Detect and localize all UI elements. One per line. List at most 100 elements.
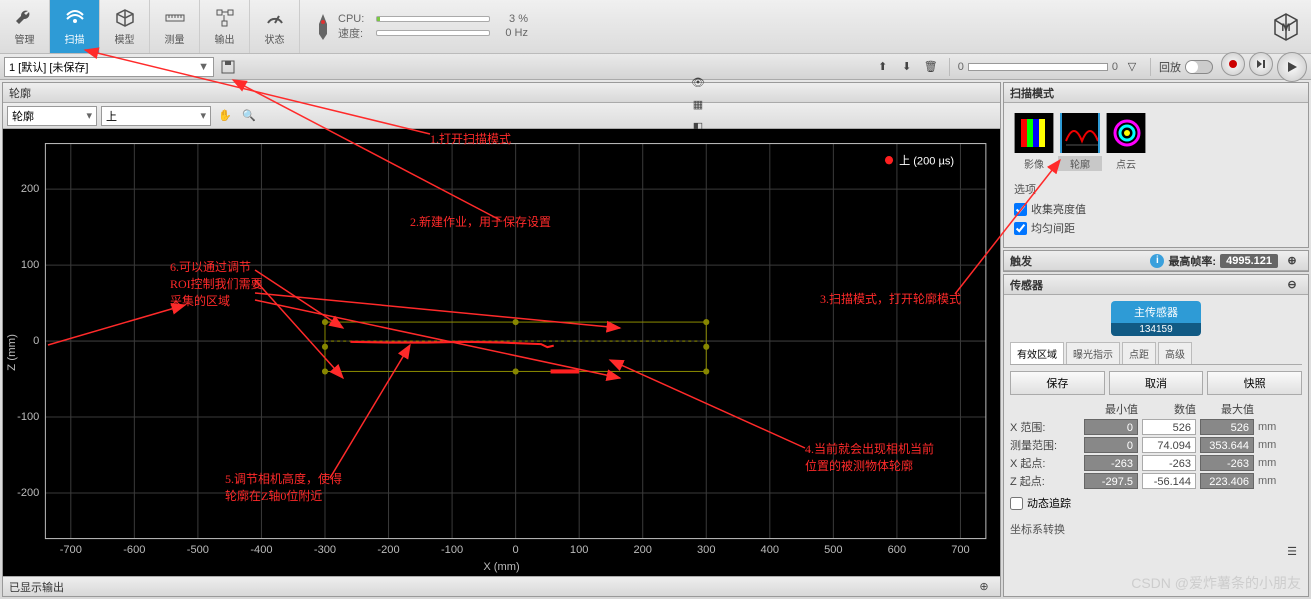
rings-thumb [1106, 113, 1146, 153]
speed-bar [376, 30, 490, 36]
speed-label: 速度: [338, 25, 372, 41]
scan-mode-rings[interactable]: 点云 [1104, 113, 1148, 171]
options-title: 选项 [1014, 181, 1298, 197]
wrench-icon [14, 7, 36, 29]
row-val[interactable]: -56.144 [1142, 473, 1196, 489]
cancel-button[interactable]: 取消 [1109, 371, 1204, 395]
row-max: 526 [1200, 419, 1254, 435]
col-val: 数值 [1142, 401, 1196, 417]
range-row-2: X 起点:-263-263-263mm [1010, 455, 1302, 471]
svg-text:100: 100 [21, 259, 40, 271]
col-min: 最小值 [1084, 401, 1138, 417]
row-val[interactable]: 526 [1142, 419, 1196, 435]
row-min: 0 [1084, 419, 1138, 435]
row-unit: mm [1258, 457, 1284, 469]
save-icon[interactable] [218, 57, 238, 77]
toolbar-tab-scan[interactable]: 扫描 [50, 0, 100, 53]
coord-transform-label: 坐标系转换 [1010, 521, 1302, 537]
svg-text:-300: -300 [314, 544, 336, 556]
cpu-label: CPU: [338, 13, 372, 25]
trigger-panel: 触发 i 最高帧率: 4995.121 ⊕ [1003, 250, 1309, 272]
row-unit: mm [1258, 439, 1284, 451]
opt-uniform-label: 均匀间距 [1031, 220, 1075, 236]
sensor-tab-0[interactable]: 有效区域 [1010, 342, 1064, 364]
view-type-combo[interactable]: 轮廓▾ [7, 106, 97, 126]
svg-text:500: 500 [824, 544, 843, 556]
status-expand-icon[interactable]: ⊕ [974, 577, 994, 597]
mode-label: 轮廓 [1058, 156, 1102, 171]
trigger-expand-icon[interactable]: ⊕ [1282, 251, 1302, 271]
speed-value: 0 Hz [494, 27, 528, 39]
record-button[interactable] [1221, 52, 1245, 76]
opt-uniform[interactable]: 均匀间距 [1014, 220, 1298, 236]
range-row-3: Z 起点:-297.5-56.144223.406mm [1010, 473, 1302, 489]
zoom-icon[interactable]: 🔍 [239, 106, 259, 126]
svg-text:-200: -200 [17, 487, 39, 499]
wave-thumb [1060, 113, 1100, 153]
job-combo[interactable]: 1 [默认] [未保存] ▼ [4, 57, 214, 77]
row-unit: mm [1258, 421, 1284, 433]
row-label: 测量范围: [1010, 437, 1080, 453]
svg-text:-100: -100 [17, 411, 39, 423]
cpu-value: 3 % [494, 13, 528, 25]
svg-text:200: 200 [21, 183, 40, 195]
sensor-id: 134159 [1111, 323, 1201, 336]
play-button[interactable] [1277, 52, 1307, 82]
svg-text:-100: -100 [441, 544, 463, 556]
scan-mode-wave[interactable]: 轮廓 [1058, 113, 1102, 171]
filter-icon[interactable]: ▽ [1122, 57, 1142, 77]
toolbar-tab-gauge[interactable]: 状态 [250, 0, 300, 53]
status-bar: 已显示输出 ⊕ [3, 576, 1000, 596]
range-row-0: X 范围:0526526mm [1010, 419, 1302, 435]
svg-text:700: 700 [951, 544, 970, 556]
opt-intensity-check[interactable] [1014, 203, 1027, 216]
sensor-collapse-icon[interactable]: ⊖ [1282, 275, 1302, 295]
row-min: 0 [1084, 437, 1138, 453]
row-max: -263 [1200, 455, 1254, 471]
scan-mode-title: 扫描模式 [1010, 85, 1054, 101]
dynamic-track-label: 动态追踪 [1027, 495, 1071, 511]
svg-text:-200: -200 [377, 544, 399, 556]
scan-mode-color[interactable]: 影像 [1012, 113, 1056, 171]
sensor-tab-3[interactable]: 高级 [1158, 342, 1192, 364]
toolbar-tab-flow[interactable]: 输出 [200, 0, 250, 53]
dynamic-track[interactable]: 动态追踪 [1010, 495, 1302, 511]
profile-title: 轮廓 [9, 85, 31, 101]
toolbar-tab-ruler[interactable]: 测量 [150, 0, 200, 53]
tab-label: 扫描 [65, 31, 85, 46]
svg-text:-500: -500 [187, 544, 209, 556]
ruler-icon [164, 7, 186, 29]
flow-icon [214, 7, 236, 29]
next-button[interactable] [1249, 52, 1273, 76]
playback-toggle[interactable] [1185, 60, 1213, 74]
hand-icon[interactable]: ✋ [215, 106, 235, 126]
row-val[interactable]: -263 [1142, 455, 1196, 471]
snapshot-button[interactable]: 快照 [1207, 371, 1302, 395]
coord-menu-icon[interactable]: ☰ [1282, 541, 1302, 561]
toolbar-tab-cube[interactable]: 模型 [100, 0, 150, 53]
opt-uniform-check[interactable] [1014, 222, 1027, 235]
sensor-tab-2[interactable]: 点距 [1122, 342, 1156, 364]
info-icon: i [1150, 254, 1164, 268]
view-source-combo[interactable]: 上▾ [101, 106, 211, 126]
save-button[interactable]: 保存 [1010, 371, 1105, 395]
toolbar-tab-wrench[interactable]: 管理 [0, 0, 50, 53]
row-label: Z 起点: [1010, 473, 1080, 489]
col-max: 最大值 [1200, 401, 1254, 417]
dynamic-track-check[interactable] [1010, 497, 1023, 510]
status-text: 已显示输出 [9, 579, 64, 595]
opt-intensity[interactable]: 收集亮度值 [1014, 201, 1298, 217]
sensor-tab-1[interactable]: 曝光指示 [1066, 342, 1120, 364]
view-icon-1[interactable]: 👁 [688, 73, 708, 93]
mode-label: 影像 [1012, 156, 1056, 171]
svg-text:上 (200 µs): 上 (200 µs) [899, 154, 954, 167]
profile-subbar: 轮廓▾ 上▾ ✋ 🔍 👁 ▦ ◧ ⛶ [3, 103, 1000, 129]
opt-intensity-label: 收集亮度值 [1031, 201, 1086, 217]
sensor-title: 传感器 [1010, 277, 1043, 293]
cube-icon [114, 7, 136, 29]
sensor-panel: 传感器 ⊖ 主传感器 134159 有效区域曝光指示点距高级 保存 取消 快照 … [1003, 274, 1309, 597]
view-icon-2[interactable]: ▦ [688, 95, 708, 115]
row-val[interactable]: 74.094 [1142, 437, 1196, 453]
profile-plot[interactable]: -700-600-500-400-300-200-100010020030040… [3, 129, 1000, 576]
row-max: 353.644 [1200, 437, 1254, 453]
